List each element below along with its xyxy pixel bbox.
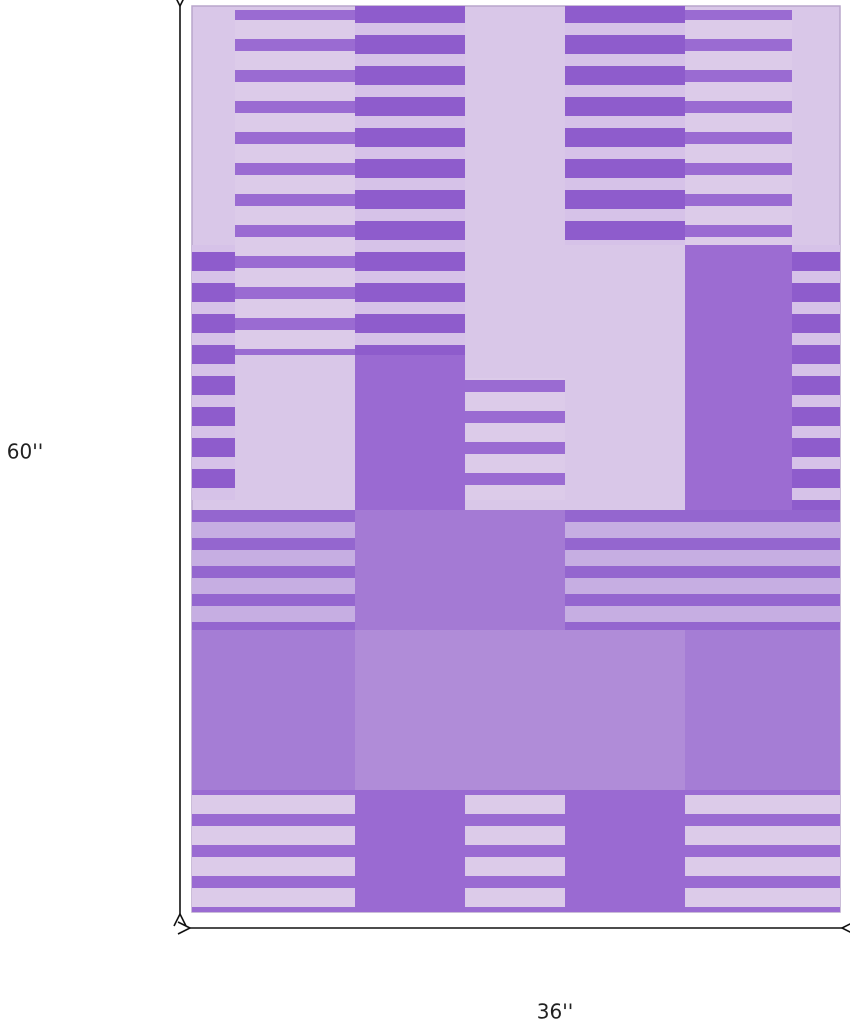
width-label: 36'' <box>537 1000 573 1024</box>
height-label: 60'' <box>7 440 43 464</box>
rug <box>191 5 841 913</box>
